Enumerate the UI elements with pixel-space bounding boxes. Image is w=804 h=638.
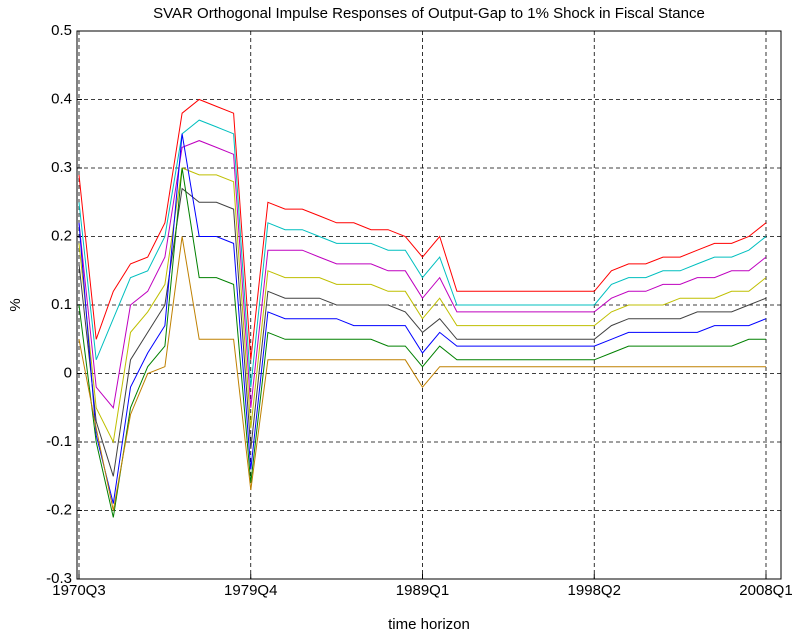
series-line — [78, 187, 767, 477]
x-tick-label: 1979Q4 — [224, 582, 277, 599]
y-tick-label: 0.1 — [51, 296, 72, 313]
chart-title: SVAR Orthogonal Impulse Responses of Out… — [153, 5, 705, 22]
y-tick-label: 0.5 — [51, 22, 72, 39]
plot-area — [77, 30, 781, 580]
y-tick-label: 0.3 — [51, 159, 72, 176]
series-line — [78, 236, 766, 511]
y-tick-label: 0 — [64, 364, 72, 381]
x-tick-label: 1998Q2 — [568, 582, 621, 599]
x-tick-label: 2008Q1 — [739, 582, 792, 599]
axes-frame — [76, 30, 782, 580]
y-tick-label: -0.3 — [46, 570, 72, 587]
x-axis-label: time horizon — [388, 616, 470, 633]
series-line — [78, 98, 767, 360]
y-tick-label: 0.2 — [51, 227, 72, 244]
y-tick-label: -0.1 — [46, 433, 72, 450]
series-line — [78, 167, 767, 444]
y-tick-label: -0.2 — [46, 501, 72, 518]
y-axis-label: % — [7, 298, 24, 311]
series-line — [78, 140, 767, 409]
x-tick-label: 1989Q1 — [396, 582, 449, 599]
series-line — [78, 133, 767, 504]
series-line — [78, 119, 767, 388]
series-line — [78, 167, 766, 518]
y-tick-label: 0.4 — [51, 90, 72, 107]
x-tick-label: 1970Q3 — [52, 582, 105, 599]
